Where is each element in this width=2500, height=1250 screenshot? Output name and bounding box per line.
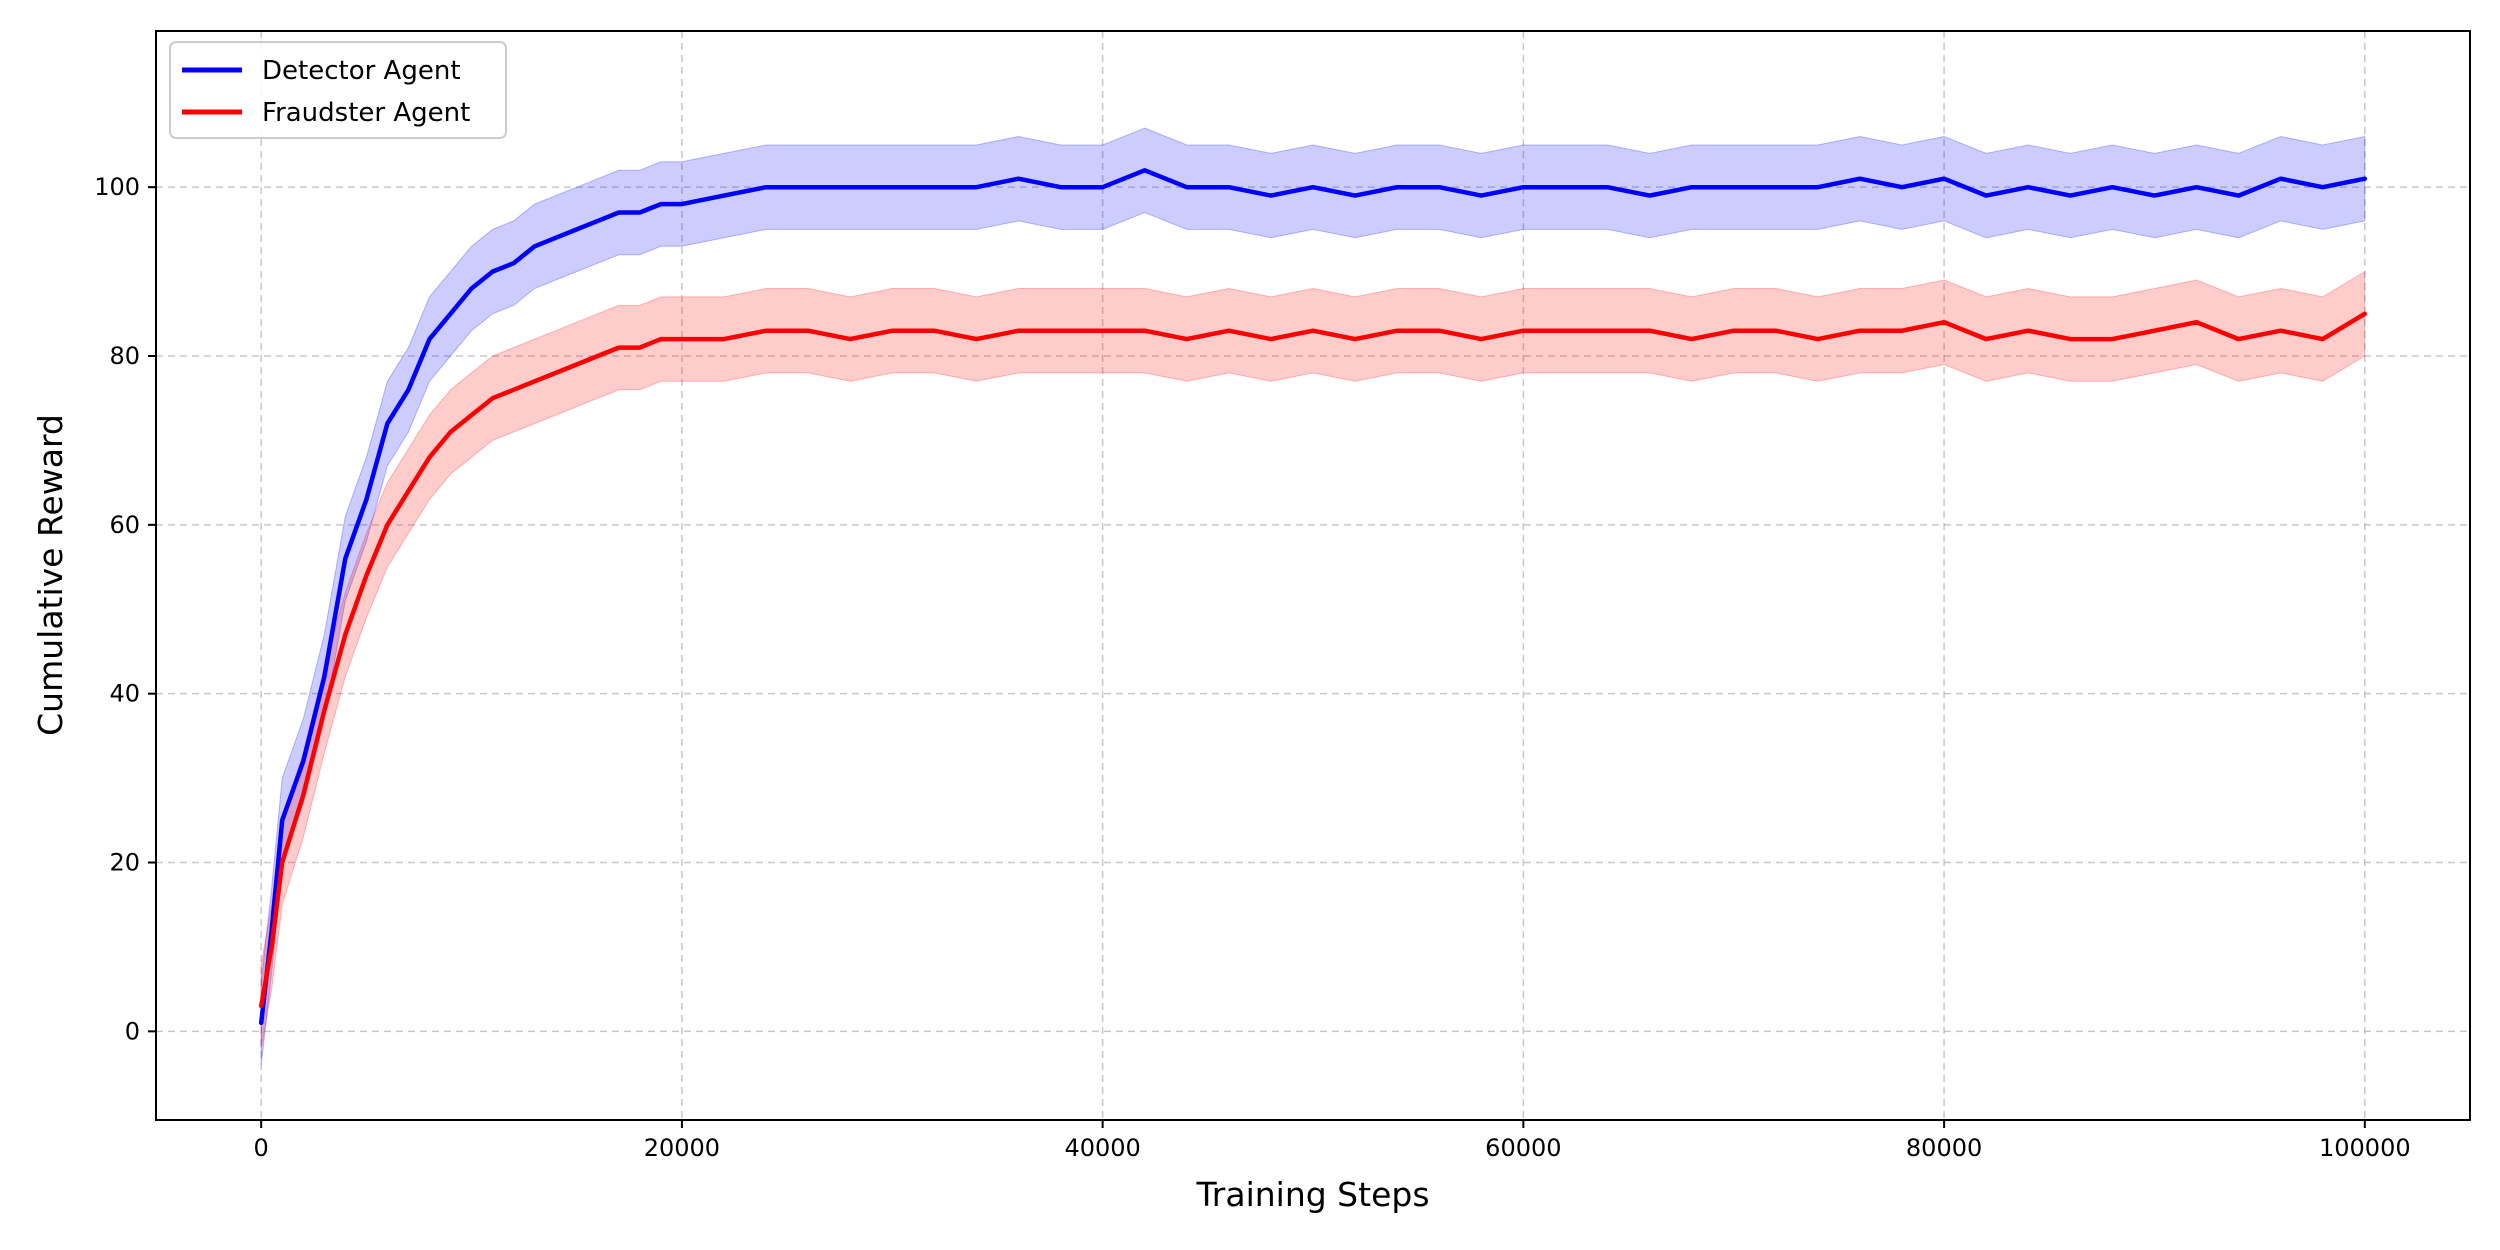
series-line-detector: [258, 168, 2368, 1026]
y-tick-label: 40: [109, 680, 140, 708]
confidence-bands: [260, 127, 2366, 1066]
x-tick-label: 100000: [2319, 1134, 2411, 1162]
series-lines: [258, 168, 2368, 1026]
plot-frame: [155, 30, 2471, 1121]
x-axis-label: Training Steps: [1195, 1175, 1429, 1214]
x-tick-label: 80000: [1906, 1134, 1982, 1162]
band-fraudster: [260, 270, 2366, 1049]
y-tick-label: 100: [94, 173, 140, 201]
y-tick-label: 20: [109, 849, 140, 877]
y-tick-label: 80: [109, 342, 140, 370]
band-detector: [260, 127, 2366, 1066]
x-tick-label: 0: [254, 1134, 269, 1162]
series-line-fraudster: [258, 311, 2368, 1009]
x-tick-label: 40000: [1064, 1134, 1140, 1162]
legend: Detector Agent Fraudster Agent: [169, 41, 507, 139]
axis-ticks: 0 20000 40000 60000 80000 100000 0 20 40 60 80 100: [94, 173, 2410, 1162]
legend-label-fraudster: Fraudster Agent: [262, 98, 470, 128]
y-axis-label: Cumulative Reward: [31, 414, 70, 736]
y-tick-label: 60: [109, 511, 140, 539]
x-tick-label: 60000: [1485, 1134, 1561, 1162]
legend-label-detector: Detector Agent: [262, 56, 461, 86]
y-tick-label: 0: [125, 1017, 140, 1045]
grid-layer: [156, 31, 2470, 1120]
legend-box: [169, 41, 507, 139]
x-tick-label: 20000: [644, 1134, 720, 1162]
